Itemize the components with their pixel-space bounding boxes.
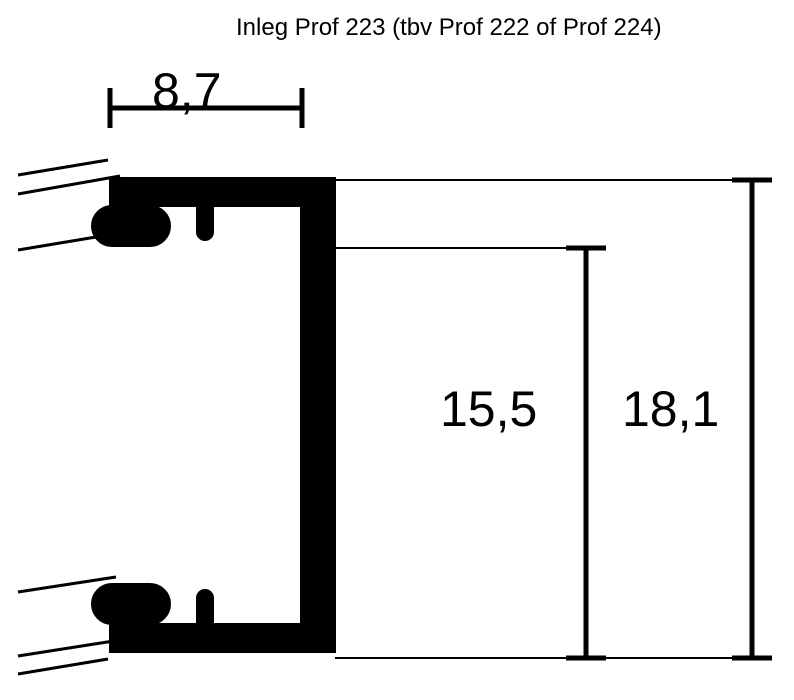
profile-drawing — [0, 0, 794, 700]
dim-inner-height-value: 15,5 — [440, 380, 537, 438]
top-lip — [92, 206, 170, 246]
bot-lip — [92, 584, 170, 624]
hatch-top — [18, 160, 120, 250]
diagram-canvas: Inleg Prof 223 (tbv Prof 222 of Prof 224… — [0, 0, 794, 700]
dim-outer-height-value: 18,1 — [622, 380, 719, 438]
dim-inner-height-lines — [566, 248, 606, 658]
dim-outer-height-lines — [732, 180, 772, 658]
profile-shape — [110, 178, 335, 652]
dim-width-value: 8,7 — [152, 62, 222, 120]
